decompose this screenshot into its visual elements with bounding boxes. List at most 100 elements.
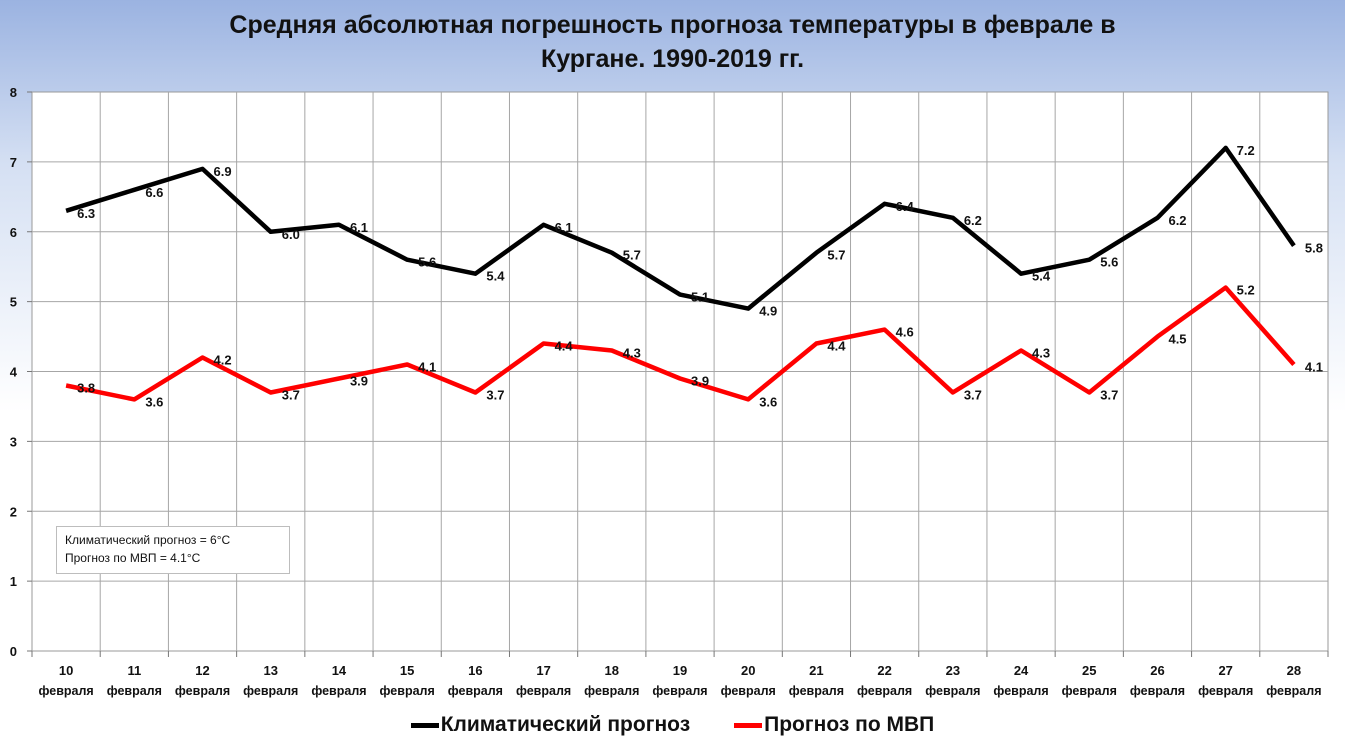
data-label-climate: 7.2 xyxy=(1237,143,1255,158)
y-tick-label: 7 xyxy=(10,155,17,170)
x-tick-label-month: февраля xyxy=(993,684,1048,698)
y-tick-label: 6 xyxy=(10,225,17,240)
data-label-climate: 5.7 xyxy=(623,248,641,263)
data-label-climate: 5.8 xyxy=(1305,241,1323,256)
x-tick-label-month: февраля xyxy=(38,684,93,698)
series-line-mvp xyxy=(65,285,1296,402)
chart-title: Средняя абсолютная погрешность прогноза … xyxy=(0,8,1345,76)
x-tick-label-month: февраля xyxy=(175,684,230,698)
x-tick-label-day: 21 xyxy=(809,663,823,678)
x-tick-label-day: 28 xyxy=(1287,663,1301,678)
y-tick-label: 3 xyxy=(10,434,17,449)
data-label-climate: 6.4 xyxy=(896,199,915,214)
x-tick-label-month: февраля xyxy=(925,684,980,698)
x-tick-label-day: 22 xyxy=(877,663,891,678)
y-tick-label: 1 xyxy=(10,574,17,589)
data-label-mvp: 3.7 xyxy=(486,387,504,402)
x-tick-label-day: 15 xyxy=(400,663,414,678)
legend-swatch-climate xyxy=(410,722,439,728)
data-label-climate: 5.4 xyxy=(486,269,505,284)
x-tick-label-month: февраля xyxy=(584,684,639,698)
series-line-climate xyxy=(65,145,1296,311)
data-label-mvp: 4.5 xyxy=(1168,332,1186,347)
data-label-mvp: 4.3 xyxy=(623,346,641,361)
annotation-box: Климатический прогноз = 6°С Прогноз по М… xyxy=(56,526,290,574)
data-label-mvp: 4.1 xyxy=(418,360,436,375)
x-tick-label-day: 24 xyxy=(1014,663,1029,678)
x-tick-label-month: февраля xyxy=(789,684,844,698)
x-tick-label-month: февраля xyxy=(107,684,162,698)
data-label-climate: 5.6 xyxy=(1100,255,1118,270)
x-tick-label-month: февраля xyxy=(516,684,571,698)
x-tick-label-month: февраля xyxy=(1062,684,1117,698)
x-tick-label-day: 25 xyxy=(1082,663,1096,678)
data-label-climate: 6.0 xyxy=(282,227,300,242)
data-label-mvp: 4.4 xyxy=(827,339,846,354)
data-label-climate: 6.2 xyxy=(964,213,982,228)
data-label-mvp: 3.7 xyxy=(964,387,982,402)
x-tick-label-day: 14 xyxy=(332,663,347,678)
x-tick-label-day: 11 xyxy=(127,663,141,678)
data-label-mvp: 3.7 xyxy=(1100,387,1118,402)
legend: Климатический прогноз Прогноз по МВП xyxy=(0,710,1345,740)
data-label-climate: 5.6 xyxy=(418,255,436,270)
data-label-mvp: 3.9 xyxy=(691,373,709,388)
x-tick-label-day: 18 xyxy=(605,663,619,678)
x-tick-label-month: февраля xyxy=(1198,684,1253,698)
data-label-climate: 5.4 xyxy=(1032,269,1051,284)
data-label-mvp: 4.2 xyxy=(214,353,232,368)
x-tick-label-month: февраля xyxy=(1130,684,1185,698)
data-label-mvp: 3.8 xyxy=(77,380,95,395)
data-label-mvp: 3.6 xyxy=(759,394,777,409)
x-tick-label-day: 27 xyxy=(1218,663,1232,678)
x-tick-label-day: 12 xyxy=(195,663,209,678)
data-label-mvp: 4.3 xyxy=(1032,346,1050,361)
data-label-climate: 6.1 xyxy=(350,220,368,235)
x-tick-label-day: 13 xyxy=(264,663,278,678)
x-tick-label-month: февраля xyxy=(243,684,298,698)
data-label-climate: 5.7 xyxy=(827,248,845,263)
chart-title-line-1: Средняя абсолютная погрешность прогноза … xyxy=(229,11,1116,39)
legend-item-climate: Климатический прогноз xyxy=(410,713,691,737)
y-tick-label: 5 xyxy=(10,295,17,310)
legend-label-mvp: Прогноз по МВП xyxy=(764,713,935,736)
x-tick-label-month: февраля xyxy=(857,684,912,698)
data-label-mvp: 3.6 xyxy=(145,394,163,409)
data-label-climate: 4.9 xyxy=(759,304,777,319)
annotation-climate: Климатический прогноз = 6°С xyxy=(65,533,231,547)
x-tick-label-month: февраля xyxy=(1266,684,1321,698)
data-label-climate: 5.1 xyxy=(691,290,709,305)
annotation-mvp: Прогноз по МВП = 4.1°С xyxy=(65,551,201,565)
x-tick-label-month: февраля xyxy=(448,684,503,698)
data-label-climate: 6.3 xyxy=(77,206,95,221)
data-label-mvp: 3.7 xyxy=(282,387,300,402)
x-tick-label-month: февраля xyxy=(721,684,776,698)
y-tick-label: 4 xyxy=(10,365,18,380)
data-label-mvp: 4.4 xyxy=(555,339,574,354)
data-label-climate: 6.6 xyxy=(145,185,163,200)
legend-label-climate: Климатический прогноз xyxy=(440,713,691,736)
x-tick-label-month: февраля xyxy=(380,684,435,698)
legend-swatch-mvp xyxy=(734,722,763,728)
x-tick-label-day: 16 xyxy=(468,663,482,678)
chart-title-line-2: Кургане. 1990-2019 гг. xyxy=(540,45,805,73)
data-label-climate: 6.9 xyxy=(214,164,232,179)
x-tick-label-month: февраля xyxy=(311,684,366,698)
x-tick-label-month: февраля xyxy=(652,684,707,698)
y-tick-label: 8 xyxy=(10,85,17,100)
y-tick-label: 2 xyxy=(10,504,17,519)
data-label-mvp: 4.1 xyxy=(1305,360,1323,375)
x-tick-label-day: 19 xyxy=(673,663,687,678)
data-label-climate: 6.1 xyxy=(555,220,573,235)
data-label-mvp: 5.2 xyxy=(1237,283,1255,298)
data-label-mvp: 4.6 xyxy=(896,325,914,340)
x-tick-label-day: 26 xyxy=(1150,663,1164,678)
legend-item-mvp: Прогноз по МВП xyxy=(734,713,934,737)
x-tick-label-day: 23 xyxy=(946,663,960,678)
y-tick-label: 0 xyxy=(10,644,17,659)
x-tick-label-day: 20 xyxy=(741,663,755,678)
data-label-climate: 6.2 xyxy=(1168,213,1186,228)
data-label-mvp: 3.9 xyxy=(350,373,368,388)
